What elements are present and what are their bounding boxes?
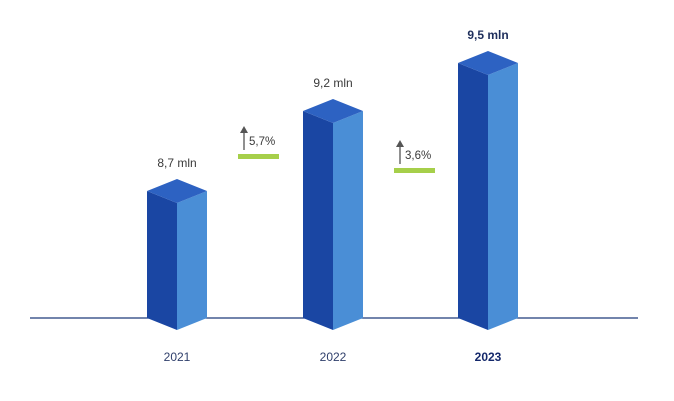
bar-side-face [333, 111, 363, 330]
x-tick-label-2021: 2021 [164, 350, 191, 364]
x-tick-label-2022: 2022 [320, 350, 347, 364]
change-label: 3,6% [405, 150, 431, 162]
bar-top-face [458, 51, 518, 75]
data-label-2021: 8,7 mln [157, 156, 196, 170]
x-axis-ticks: 2021 2022 2023 [164, 350, 502, 364]
bar-front-face [303, 111, 333, 330]
change-marker [394, 168, 435, 173]
bar-2022: 9,2 mln [303, 76, 363, 330]
change-indicator-2: 3,6% [394, 140, 435, 173]
bar-side-face [177, 191, 207, 330]
arrowhead-icon [396, 140, 404, 147]
data-label-2023: 9,5 mln [467, 28, 508, 42]
bar-front-face [458, 63, 488, 330]
change-indicator-1: 5,7% [238, 126, 279, 159]
bar-front-face [147, 191, 177, 330]
arrowhead-icon [240, 126, 248, 133]
change-label: 5,7% [249, 136, 275, 148]
x-tick-label-2023: 2023 [475, 350, 502, 364]
change-indicators: 5,7% 3,6% [238, 126, 435, 173]
change-marker [238, 154, 279, 159]
bar-2023: 9,5 mln [458, 28, 518, 330]
bar-top-face [147, 179, 207, 203]
bar-side-face [488, 63, 518, 330]
bar-top-face [303, 99, 363, 123]
bar-2021: 8,7 mln [147, 156, 207, 330]
bars-group: 8,7 mln 9,2 mln 9,5 mln [147, 28, 518, 330]
data-label-2022: 9,2 mln [313, 76, 352, 90]
